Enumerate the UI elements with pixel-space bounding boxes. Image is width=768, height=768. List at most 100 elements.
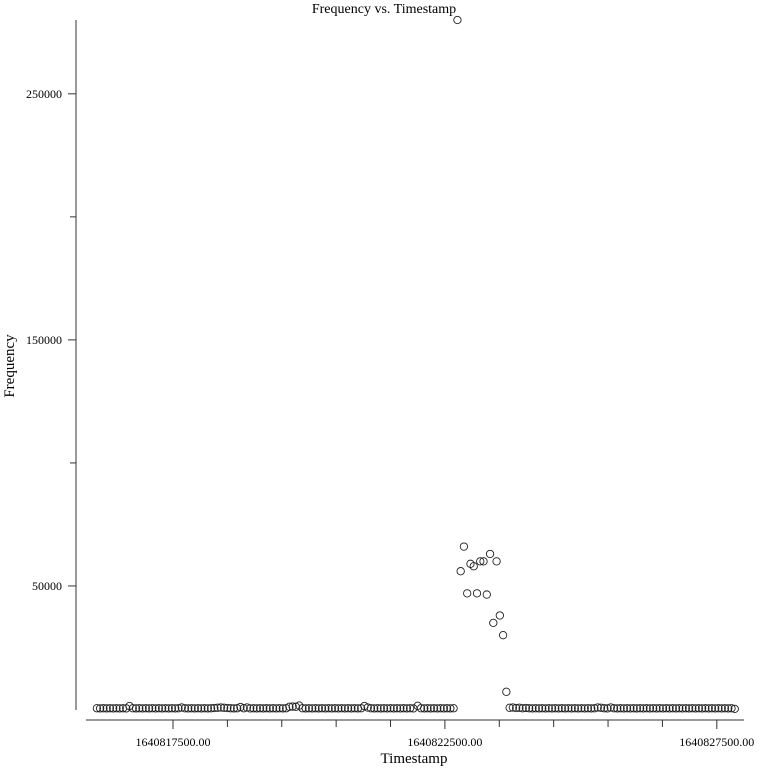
data-point — [681, 704, 690, 713]
data-point — [505, 703, 514, 712]
data-point — [632, 704, 642, 713]
data-point — [171, 704, 180, 713]
data-point — [347, 704, 356, 713]
data-point — [95, 704, 105, 713]
data-point — [538, 704, 547, 713]
chart-title: Frequency vs. Timestamp — [312, 2, 456, 17]
data-point — [386, 704, 395, 713]
data-point — [203, 704, 212, 713]
data-point — [613, 704, 622, 713]
data-point — [392, 704, 402, 713]
data-point — [249, 704, 258, 713]
data-point — [92, 704, 102, 713]
data-point — [573, 704, 583, 713]
data-point — [148, 704, 157, 713]
data-point — [619, 704, 628, 713]
data-point — [350, 704, 359, 713]
data-point — [366, 704, 376, 713]
data-point — [405, 704, 415, 713]
data-point — [603, 704, 612, 713]
data-point — [112, 704, 121, 713]
data-point — [416, 704, 426, 713]
data-point — [164, 704, 173, 713]
data-point — [311, 704, 320, 713]
y-axis-label: Frequency — [2, 334, 18, 398]
data-point — [343, 704, 353, 713]
data-point — [255, 704, 265, 713]
data-point — [593, 703, 602, 712]
data-point — [701, 704, 710, 713]
data-point — [115, 704, 124, 713]
data-point — [373, 704, 382, 713]
data-point — [239, 704, 248, 713]
data-point — [678, 704, 687, 713]
data-point — [105, 704, 115, 713]
data-point — [131, 704, 141, 713]
data-point — [456, 567, 465, 576]
data-point — [334, 704, 343, 713]
data-point — [714, 704, 723, 713]
data-point — [587, 704, 596, 713]
data-point — [330, 704, 340, 713]
data-point — [635, 704, 645, 713]
data-point — [502, 687, 511, 696]
data-point — [600, 704, 609, 713]
data-point — [629, 704, 638, 713]
data-point — [724, 704, 733, 713]
data-point — [675, 704, 684, 713]
data-point — [570, 704, 580, 713]
data-point — [304, 704, 314, 713]
data-point — [554, 704, 563, 713]
data-point — [469, 562, 478, 571]
data-point — [544, 704, 553, 713]
data-point — [508, 703, 518, 712]
data-point — [472, 589, 482, 598]
data-point — [272, 704, 281, 713]
data-point — [216, 703, 226, 712]
data-point — [492, 557, 501, 566]
data-point — [560, 704, 570, 713]
data-point — [242, 703, 252, 712]
data-point — [551, 704, 560, 713]
data-point — [102, 704, 111, 713]
data-point — [658, 704, 668, 713]
data-point — [531, 704, 540, 713]
data-point — [327, 704, 336, 713]
data-point — [463, 589, 472, 598]
data-point — [193, 704, 203, 713]
data-point — [655, 704, 664, 713]
data-point — [697, 704, 707, 713]
data-point — [580, 704, 589, 713]
data-point — [154, 704, 164, 713]
data-point — [436, 704, 445, 713]
data-point — [174, 704, 183, 713]
data-point — [268, 704, 278, 713]
data-point — [278, 704, 288, 713]
data-point — [525, 704, 534, 713]
data-point — [684, 704, 694, 713]
data-point — [317, 704, 327, 713]
data-point — [128, 704, 137, 713]
data-point — [219, 703, 229, 712]
data-point — [135, 704, 144, 713]
data-point — [528, 704, 537, 713]
data-point — [717, 704, 726, 713]
data-point — [668, 704, 677, 713]
data-point — [337, 704, 346, 713]
data-point — [402, 704, 411, 713]
data-point — [476, 557, 485, 566]
data-point — [642, 704, 651, 713]
data-point — [665, 704, 674, 713]
data-point — [567, 704, 576, 713]
data-point — [109, 704, 118, 713]
data-point — [161, 704, 170, 713]
data-point — [577, 704, 586, 713]
data-point — [226, 704, 235, 713]
data-point — [420, 704, 429, 713]
data-point — [210, 703, 219, 713]
data-point — [141, 704, 150, 713]
data-point — [151, 704, 160, 713]
data-point — [645, 704, 655, 713]
data-point — [370, 704, 379, 713]
data-point — [704, 704, 713, 713]
